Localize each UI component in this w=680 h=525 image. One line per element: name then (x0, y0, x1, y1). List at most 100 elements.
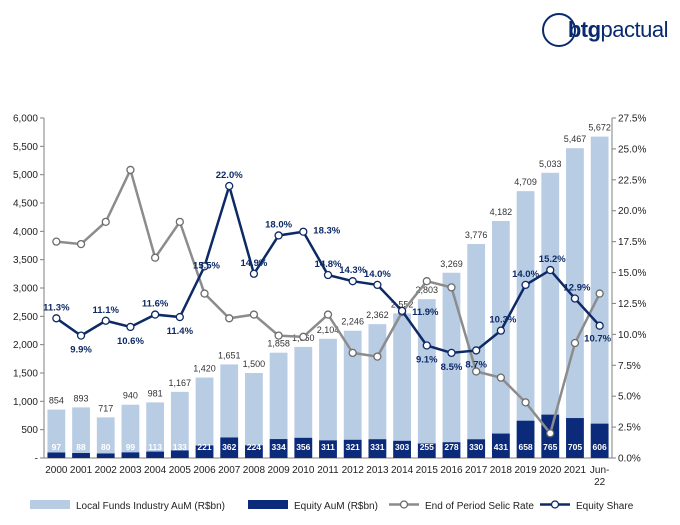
total-aum-label: 3,776 (465, 230, 488, 240)
total-aum-bar (195, 377, 214, 458)
equity-aum-label: 80 (101, 442, 111, 452)
equity-share-point (225, 181, 234, 191)
equity-aum-label: 431 (494, 442, 508, 452)
equity-aum-label: 321 (346, 442, 360, 452)
selic-rate-point (249, 310, 259, 319)
left-tick-label: 1,000 (13, 397, 38, 408)
total-aum-bar (47, 409, 66, 458)
equity-share-label: 11.6% (142, 299, 169, 310)
equity-aum-bar (269, 439, 288, 458)
total-aum-bar (121, 404, 140, 458)
legend-label-equity: Equity AuM (R$bn) (294, 501, 378, 512)
x-tick-label: 2008 (243, 465, 266, 476)
company-logo: btgpactual (541, 10, 669, 50)
logo-text: btgpactual (568, 17, 669, 43)
x-tick-label-cont: 22 (594, 477, 606, 488)
x-tick-label: 2017 (465, 465, 488, 476)
logo-text-rest: pactual (600, 17, 669, 42)
equity-aum-label: 88 (76, 442, 86, 452)
total-aum-label: 1,651 (218, 350, 241, 360)
equity-share-label: 18.0% (265, 219, 292, 230)
equity-share-label: 11.1% (93, 305, 120, 316)
total-aum-label: 940 (123, 391, 138, 401)
equity-share-point (52, 314, 61, 323)
left-tick-label: 5,000 (13, 170, 38, 181)
equity-aum-label: 765 (543, 442, 557, 452)
legend-label-share: Equity Share (576, 501, 634, 512)
x-tick-label: 2019 (514, 465, 537, 476)
x-tick-label: 2000 (45, 465, 68, 476)
equity-aum-bar (393, 440, 411, 458)
equity-share-point (200, 262, 209, 271)
selic-rate-point (175, 217, 184, 227)
left-tick-label: 6,000 (13, 114, 38, 125)
left-tick-label: 2,000 (13, 340, 38, 351)
right-tick-label: 12.5% (618, 299, 646, 310)
total-aum-label: 3,269 (440, 259, 463, 269)
x-tick-label: 2001 (70, 465, 93, 476)
total-aum-bar (170, 391, 189, 458)
x-tick-label: 2007 (218, 465, 241, 476)
equity-aum-label: 311 (321, 442, 335, 452)
selic-rate-point (496, 373, 506, 382)
selic-rate-point (225, 314, 234, 323)
right-tick-label: 7.5% (618, 361, 641, 372)
legend-label-total: Local Funds Industry AuM (R$bn) (76, 501, 225, 512)
equity-share-point (373, 280, 382, 290)
equity-aum-bar (516, 420, 535, 458)
total-aum-bar (294, 346, 313, 458)
equity-share-point (101, 316, 110, 325)
equity-share-label: 18.3% (313, 226, 340, 237)
right-tick-label: 25.0% (618, 144, 646, 155)
total-aum-bar (541, 172, 560, 458)
equity-share-label: 8.7% (465, 359, 487, 370)
equity-share-label: 14.8% (315, 259, 342, 270)
total-aum-label: 1,167 (169, 378, 192, 388)
equity-share-label: 11.4% (167, 326, 194, 337)
x-tick-label: 2014 (391, 465, 414, 476)
total-aum-bar (96, 417, 115, 458)
x-tick-label: 2006 (193, 465, 216, 476)
x-tick-label: 2020 (539, 465, 562, 476)
equity-aum-bar (72, 453, 90, 458)
equity-share-point (472, 346, 481, 355)
legend-marker-selic (399, 500, 409, 509)
right-tick-label: 10.0% (618, 330, 646, 341)
selic-rate-point (348, 348, 357, 358)
equity-aum-bar (220, 437, 239, 458)
selic-rate-point (323, 310, 333, 319)
left-tick-label: 1,500 (13, 369, 38, 380)
equity-share-point (150, 310, 160, 319)
total-aum-label: 981 (148, 388, 163, 398)
equity-share-point (397, 306, 407, 316)
equity-aum-label: 606 (593, 442, 607, 452)
total-aum-label: 717 (98, 403, 113, 413)
total-aum-bar (72, 407, 90, 458)
selic-rate-point (150, 253, 160, 262)
equity-aum-bar (417, 443, 436, 458)
total-aum-label: 1,500 (243, 359, 266, 369)
equity-share-point (521, 280, 530, 290)
total-aum-bar (245, 373, 263, 458)
equity-share-point (422, 341, 431, 350)
selic-rate-point (472, 367, 481, 376)
total-aum-bar (516, 191, 535, 458)
equity-share-label: 11.9% (412, 307, 439, 318)
equity-share-point (126, 322, 135, 332)
right-tick-label: 0.0% (618, 454, 641, 465)
equity-aum-label: 303 (395, 442, 409, 452)
selic-rate-point (422, 277, 431, 286)
equity-aum-label: 113 (148, 442, 162, 452)
equity-share-label: 12.9% (563, 283, 590, 294)
total-aum-bar (491, 221, 510, 458)
x-tick-label: 2013 (366, 465, 389, 476)
selic-rate-point (570, 338, 580, 348)
total-aum-label: 1,420 (193, 364, 216, 374)
total-aum-label: 2,552 (391, 299, 414, 309)
total-aum-bar (417, 299, 436, 458)
equity-aum-bar (245, 445, 263, 458)
equity-aum-label: 133 (173, 442, 187, 452)
right-tick-label: 17.5% (618, 237, 646, 248)
equity-aum-label: 658 (518, 442, 532, 452)
logo-circle-icon (541, 13, 576, 47)
